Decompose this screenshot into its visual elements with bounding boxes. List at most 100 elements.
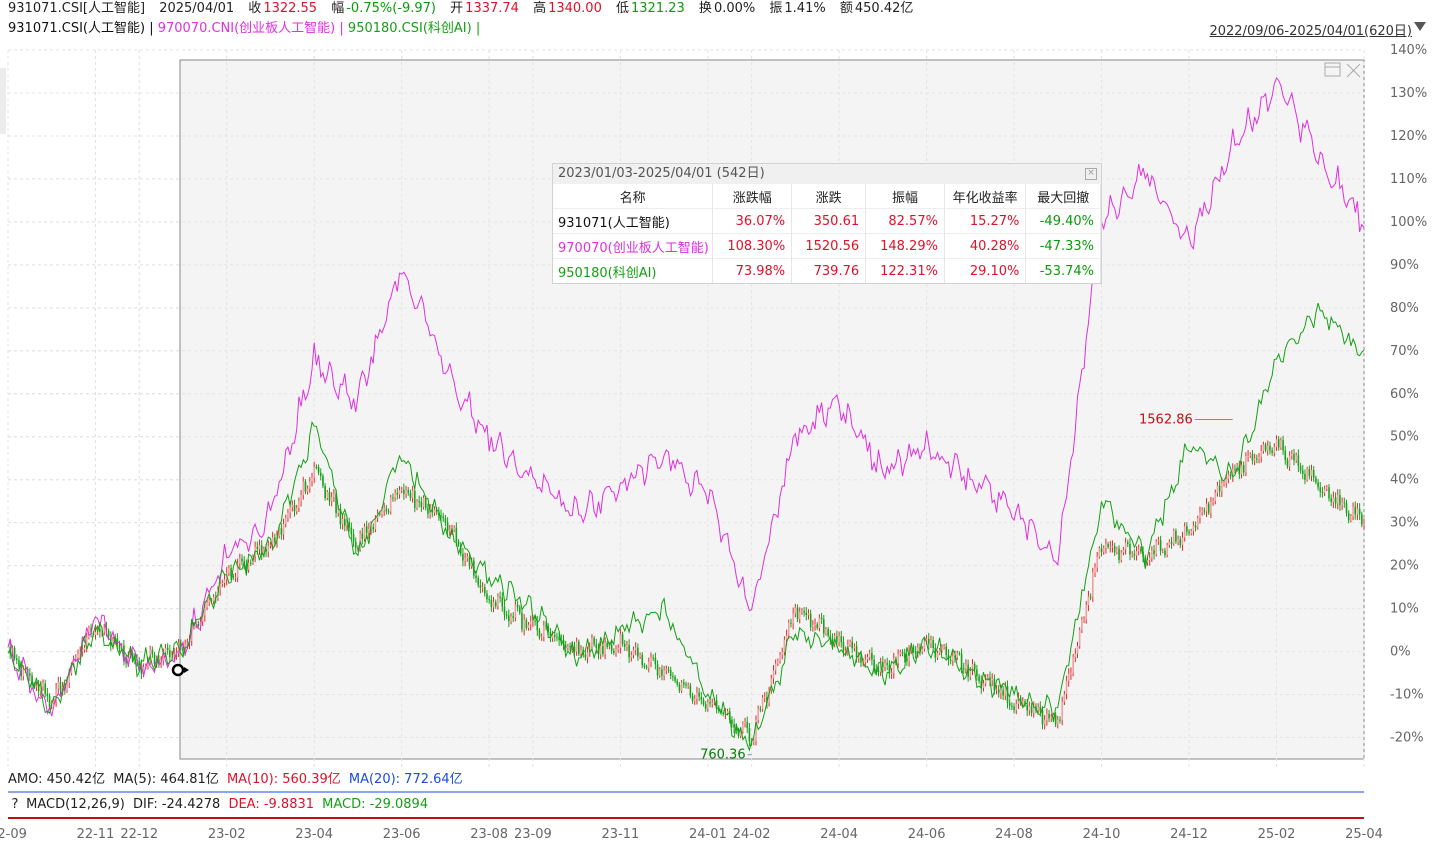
series-line-2[interactable]: [7, 77, 1365, 717]
macd-value: MACD: -29.0894: [322, 797, 429, 812]
candle-body: [584, 654, 587, 658]
candle-body: [1352, 506, 1354, 516]
amo-ma10: MA(10): 560.39亿: [226, 772, 341, 787]
candle-body: [118, 644, 121, 650]
candle-body: [674, 677, 676, 681]
side-panel-handle[interactable]: [0, 68, 6, 134]
candle-body: [860, 657, 862, 663]
candle-body: [523, 619, 525, 630]
close-icon[interactable]: [1346, 63, 1361, 78]
candle-body: [302, 481, 305, 495]
candle-body: [418, 501, 420, 503]
stats-header-5[interactable]: 最大回撤: [1025, 184, 1101, 209]
candle-body: [997, 689, 1000, 694]
legend-s3[interactable]: 950180.CSI(科创AI) |: [347, 21, 481, 36]
candle-body: [1297, 455, 1300, 467]
stats-cell-amp: 148.29%: [865, 233, 945, 259]
candle-body: [1094, 567, 1096, 573]
candle-body: [241, 558, 243, 562]
amount-label: 额: [839, 1, 853, 16]
candle-body: [512, 616, 515, 618]
candle-body: [304, 481, 307, 492]
candle-body: [219, 583, 221, 590]
stats-header-2[interactable]: 涨跌: [791, 184, 867, 209]
y-tick-label: 120%: [1390, 129, 1427, 144]
candle-body: [258, 545, 261, 550]
zoom-icon[interactable]: [1324, 62, 1341, 77]
candle-body: [1129, 543, 1131, 555]
candle-body: [1288, 455, 1291, 467]
candle-body: [1225, 479, 1228, 484]
candle-body: [328, 491, 331, 502]
date-range-selector[interactable]: 2022/09/06-2025/04/01(620日): [1209, 24, 1412, 39]
candle-body: [389, 497, 392, 512]
candle-body: [525, 619, 528, 628]
stats-row[interactable]: 970070(创业板人工智能) 108.30% 1520.56 148.29% 40.2…: [553, 233, 1101, 259]
high-value: 1340.00: [548, 1, 602, 16]
candle-body: [1207, 503, 1210, 513]
candle-body: [938, 649, 941, 654]
x-tick-label: 24-08: [995, 827, 1033, 842]
stats-header-1[interactable]: 涨跌幅: [712, 184, 793, 209]
stats-row[interactable]: 950180(科创AI) 73.98% 739.76 122.31% 29.10% -53…: [553, 258, 1101, 283]
y-tick-label: -10%: [1390, 688, 1424, 703]
candle-body: [1046, 713, 1048, 721]
close-icon[interactable]: ×: [1085, 168, 1097, 180]
candle-body: [698, 692, 700, 697]
candle-body: [99, 628, 101, 632]
candle-body: [709, 701, 711, 704]
stats-cell-amp: 122.31%: [865, 258, 945, 283]
stats-cell-mdd: -47.33%: [1025, 233, 1101, 259]
candle-body: [1124, 542, 1127, 550]
candle-body: [551, 635, 554, 638]
candle-body: [514, 604, 517, 618]
candle-body: [322, 476, 324, 486]
turnover-label: 换: [698, 1, 712, 16]
x-tick-label: 24-01: [689, 827, 727, 842]
legend-s1[interactable]: 931071.CSI(人工智能) |: [8, 21, 154, 36]
candle-body: [1041, 711, 1044, 725]
candle-body: [315, 466, 318, 468]
candle-body: [1356, 508, 1359, 515]
stats-row[interactable]: 931071(人工智能) 36.07% 350.61 82.57% 15.27% -49.…: [553, 208, 1101, 234]
series-line-3[interactable]: [7, 302, 1365, 752]
amplitude-value: 1.41%: [784, 1, 826, 16]
candle-body: [435, 509, 438, 513]
stats-header-3[interactable]: 振幅: [865, 184, 945, 209]
help-button[interactable]: ?: [11, 797, 19, 812]
candle-body: [927, 638, 930, 644]
candle-body: [610, 644, 613, 651]
chevron-down-icon[interactable]: [1414, 22, 1426, 31]
candle-body: [503, 606, 506, 615]
candle-body: [971, 664, 974, 671]
candle-body: [978, 676, 980, 682]
candle-body: [1251, 454, 1254, 461]
candle-body: [683, 682, 685, 685]
candle-body: [1199, 512, 1201, 518]
candle-body: [575, 641, 578, 652]
candle-body: [24, 669, 27, 671]
candle-body: [768, 690, 770, 704]
candle-body: [1131, 554, 1133, 556]
candle-body: [470, 560, 473, 566]
candle-body: [1105, 544, 1107, 549]
candle-body: [1111, 546, 1114, 548]
candle-body: [1052, 714, 1055, 718]
candle-body: [365, 526, 368, 534]
amount-value: 450.42亿: [854, 1, 914, 16]
candle-body: [1284, 450, 1287, 460]
y-tick-label: 100%: [1390, 215, 1427, 230]
candle-body: [1282, 440, 1284, 451]
candle-body: [1258, 456, 1260, 460]
candle-body: [1177, 539, 1179, 542]
candle-body: [761, 697, 764, 710]
comparison-chart[interactable]: -20% -10% 0% 10% 20% 30% 40% 50% 60% 70% 80% 90% 100…: [0, 40, 1434, 770]
candle-body: [33, 683, 36, 687]
candle-body: [245, 564, 248, 570]
candle-body: [707, 701, 709, 709]
legend-s2[interactable]: 970070.CNI(创业板人工智能) |: [157, 21, 344, 36]
crosshair-marker[interactable]: [171, 663, 189, 677]
stats-header-0[interactable]: 名称: [553, 184, 714, 209]
candle-body: [516, 604, 519, 608]
stats-header-4[interactable]: 年化收益率: [944, 184, 1027, 209]
